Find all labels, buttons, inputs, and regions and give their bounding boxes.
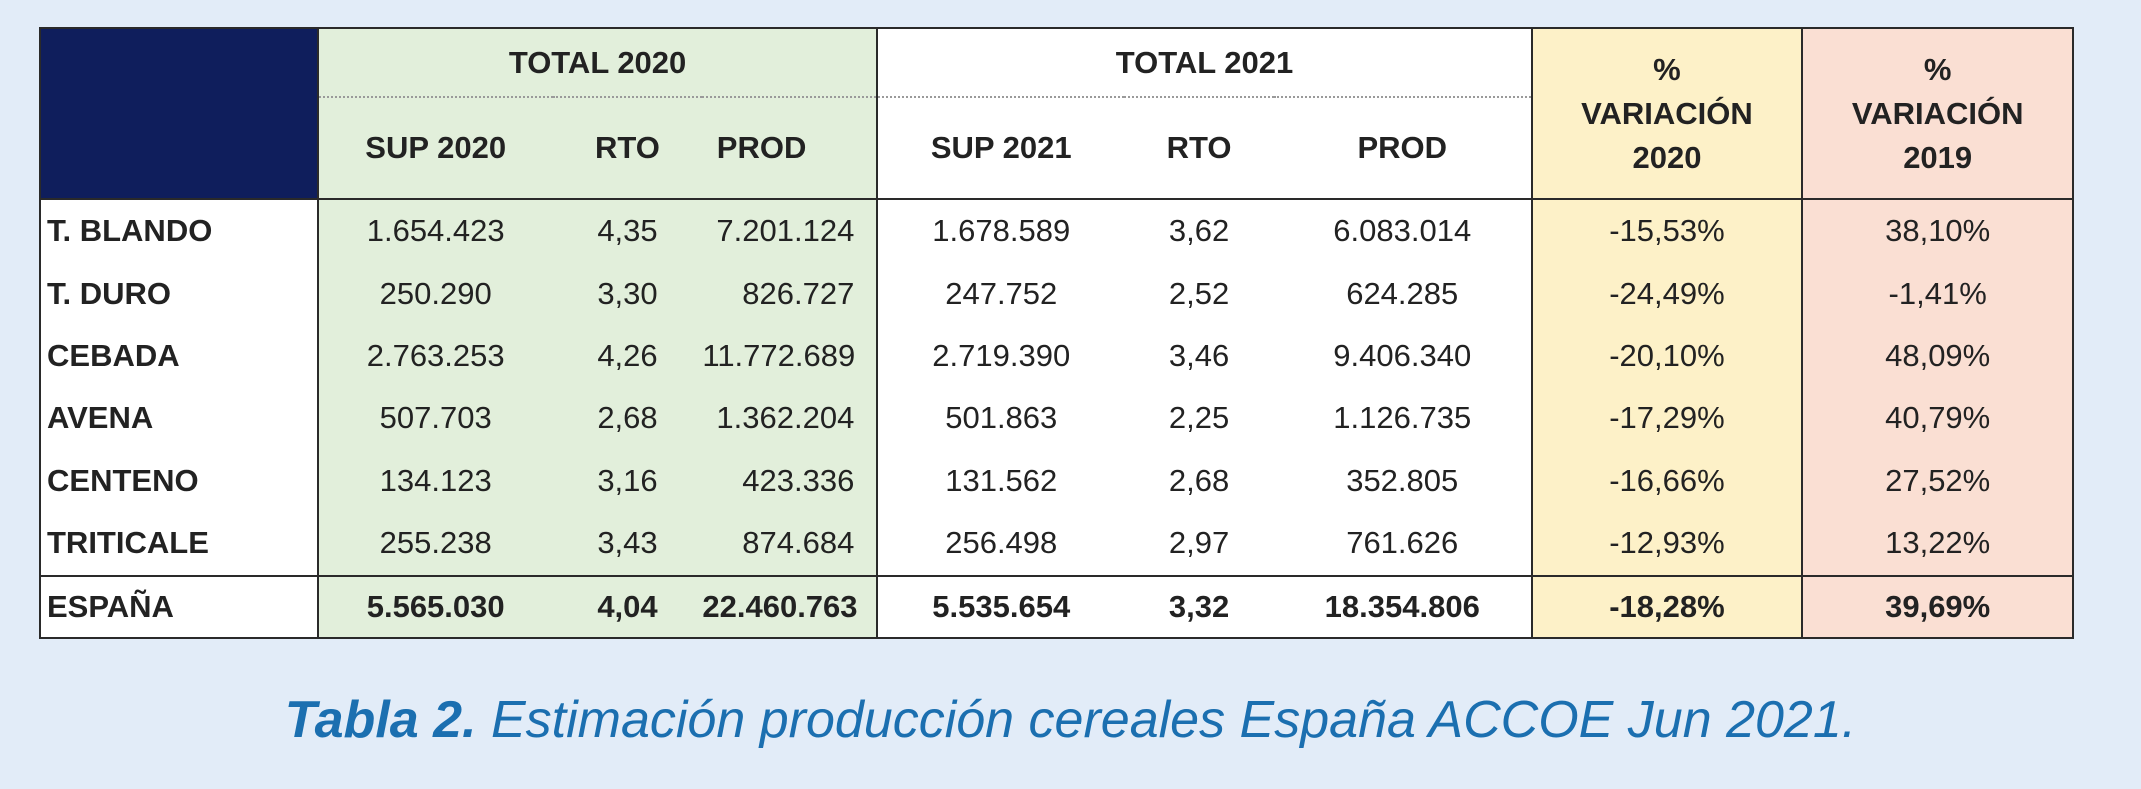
cell-rto-2020: 3,43 bbox=[552, 512, 703, 576]
header-variation-2020: % VARIACIÓN 2020 bbox=[1530, 29, 1804, 200]
table-row: T. BLANDO 1.654.423 4,35 7.201.124 1.678… bbox=[41, 199, 2072, 263]
row-label: TRITICALE bbox=[41, 512, 319, 576]
cell-sup-2020: 1.654.423 bbox=[317, 199, 553, 263]
total-rto-2020: 4,04 bbox=[552, 574, 703, 637]
cell-sup-2020: 507.703 bbox=[317, 387, 553, 450]
cell-rto-2021: 2,68 bbox=[1124, 449, 1274, 513]
cereal-production-table-container: TOTAL 2020 TOTAL 2021 % VARIACIÓN 2020 %… bbox=[39, 27, 2074, 639]
cell-variation-2020: -16,66% bbox=[1530, 449, 1804, 513]
cell-variation-2020: -20,10% bbox=[1530, 324, 1804, 388]
cell-variation-2019: 38,10% bbox=[1802, 199, 2072, 263]
header-corner-cell bbox=[41, 29, 319, 200]
cell-rto-2021: 2,52 bbox=[1124, 262, 1274, 325]
caption-text: Estimación producción cereales España AC… bbox=[476, 691, 1857, 749]
cell-variation-2020: -17,29% bbox=[1530, 387, 1804, 450]
cell-prod-2020: 423.336 bbox=[702, 449, 878, 513]
cell-variation-2019: -1,41% bbox=[1802, 262, 2072, 325]
table-row: T. DURO 250.290 3,30 826.727 247.752 2,5… bbox=[41, 262, 2072, 325]
caption-label: Tabla 2. bbox=[284, 691, 477, 749]
cell-rto-2021: 3,62 bbox=[1124, 199, 1274, 263]
cell-rto-2021: 2,25 bbox=[1124, 387, 1274, 450]
cell-prod-2020: 11.772.689 bbox=[702, 324, 878, 388]
cell-variation-2019: 48,09% bbox=[1802, 324, 2072, 388]
cell-prod-2021: 9.406.340 bbox=[1273, 324, 1532, 388]
cell-sup-2021: 501.863 bbox=[876, 387, 1125, 450]
cell-sup-2021: 2.719.390 bbox=[876, 324, 1125, 388]
total-variation-2019: 39,69% bbox=[1802, 574, 2072, 637]
cell-sup-2021: 1.678.589 bbox=[876, 199, 1125, 263]
cell-sup-2021: 256.498 bbox=[876, 512, 1125, 576]
cell-variation-2019: 13,22% bbox=[1802, 512, 2072, 576]
cell-rto-2021: 2,97 bbox=[1124, 512, 1274, 576]
group-header-total-2020: TOTAL 2020 bbox=[317, 29, 878, 98]
cell-rto-2020: 3,16 bbox=[552, 449, 703, 513]
cell-prod-2021: 6.083.014 bbox=[1273, 199, 1532, 263]
header-variation-2019-line1: % bbox=[1923, 51, 1952, 87]
cell-prod-2020: 1.362.204 bbox=[702, 387, 878, 450]
total-row-label: ESPAÑA bbox=[41, 574, 319, 637]
cell-sup-2020: 134.123 bbox=[317, 449, 553, 513]
table-total-row: ESPAÑA 5.565.030 4,04 22.460.763 5.535.6… bbox=[41, 574, 2072, 637]
row-label: CEBADA bbox=[41, 324, 319, 388]
cell-rto-2020: 4,35 bbox=[552, 199, 703, 263]
row-label: T. BLANDO bbox=[41, 199, 319, 263]
cell-rto-2020: 3,30 bbox=[552, 262, 703, 325]
header-variation-2019-line2: VARIACIÓN bbox=[1851, 95, 2024, 131]
cell-prod-2020: 826.727 bbox=[702, 262, 878, 325]
cell-variation-2020: -15,53% bbox=[1530, 199, 1804, 263]
table-row: CENTENO 134.123 3,16 423.336 131.562 2,6… bbox=[41, 449, 2072, 513]
header-variation-2020-line2: VARIACIÓN bbox=[1581, 95, 1753, 131]
cell-variation-2019: 27,52% bbox=[1802, 449, 2072, 513]
cell-rto-2020: 4,26 bbox=[552, 324, 703, 388]
cell-variation-2020: -24,49% bbox=[1530, 262, 1804, 325]
column-header-rto-2020: RTO bbox=[552, 97, 703, 200]
cell-prod-2020: 7.201.124 bbox=[702, 199, 878, 263]
table-row: TRITICALE 255.238 3,43 874.684 256.498 2… bbox=[41, 512, 2072, 576]
cell-prod-2020: 874.684 bbox=[702, 512, 878, 576]
total-prod-2021: 18.354.806 bbox=[1273, 574, 1532, 637]
cell-variation-2019: 40,79% bbox=[1802, 387, 2072, 450]
cell-sup-2021: 247.752 bbox=[876, 262, 1125, 325]
table-caption: Tabla 2. Estimación producción cereales … bbox=[0, 690, 2141, 750]
total-sup-2020: 5.565.030 bbox=[317, 574, 553, 637]
table-row: AVENA 507.703 2,68 1.362.204 501.863 2,2… bbox=[41, 387, 2072, 450]
total-variation-2020: -18,28% bbox=[1530, 574, 1804, 637]
cereal-production-table: TOTAL 2020 TOTAL 2021 % VARIACIÓN 2020 %… bbox=[41, 29, 2072, 637]
cell-sup-2020: 2.763.253 bbox=[317, 324, 553, 388]
row-label: AVENA bbox=[41, 387, 319, 450]
cell-rto-2021: 3,46 bbox=[1124, 324, 1274, 388]
header-variation-2020-line3: 2020 bbox=[1632, 139, 1702, 175]
total-sup-2021: 5.535.654 bbox=[876, 574, 1125, 637]
group-header-total-2021: TOTAL 2021 bbox=[876, 29, 1532, 98]
row-label: T. DURO bbox=[41, 262, 319, 325]
column-header-prod-2020: PROD bbox=[702, 97, 878, 200]
cell-prod-2021: 1.126.735 bbox=[1273, 387, 1532, 450]
header-variation-2020-line1: % bbox=[1653, 51, 1681, 87]
total-rto-2021: 3,32 bbox=[1124, 574, 1274, 637]
column-header-sup-2020: SUP 2020 bbox=[317, 97, 553, 200]
column-header-rto-2021: RTO bbox=[1124, 97, 1274, 200]
row-label: CENTENO bbox=[41, 449, 319, 513]
cell-sup-2021: 131.562 bbox=[876, 449, 1125, 513]
cell-rto-2020: 2,68 bbox=[552, 387, 703, 450]
header-variation-2019-line3: 2019 bbox=[1903, 139, 1973, 175]
total-prod-2020: 22.460.763 bbox=[702, 574, 878, 637]
cell-prod-2021: 761.626 bbox=[1273, 512, 1532, 576]
table-row: CEBADA 2.763.253 4,26 11.772.689 2.719.3… bbox=[41, 324, 2072, 388]
column-header-sup-2021: SUP 2021 bbox=[876, 97, 1125, 200]
cell-sup-2020: 255.238 bbox=[317, 512, 553, 576]
cell-prod-2021: 352.805 bbox=[1273, 449, 1532, 513]
cell-prod-2021: 624.285 bbox=[1273, 262, 1532, 325]
column-header-prod-2021: PROD bbox=[1273, 97, 1532, 200]
cell-sup-2020: 250.290 bbox=[317, 262, 553, 325]
cell-variation-2020: -12,93% bbox=[1530, 512, 1804, 576]
header-variation-2019: % VARIACIÓN 2019 bbox=[1802, 29, 2072, 200]
